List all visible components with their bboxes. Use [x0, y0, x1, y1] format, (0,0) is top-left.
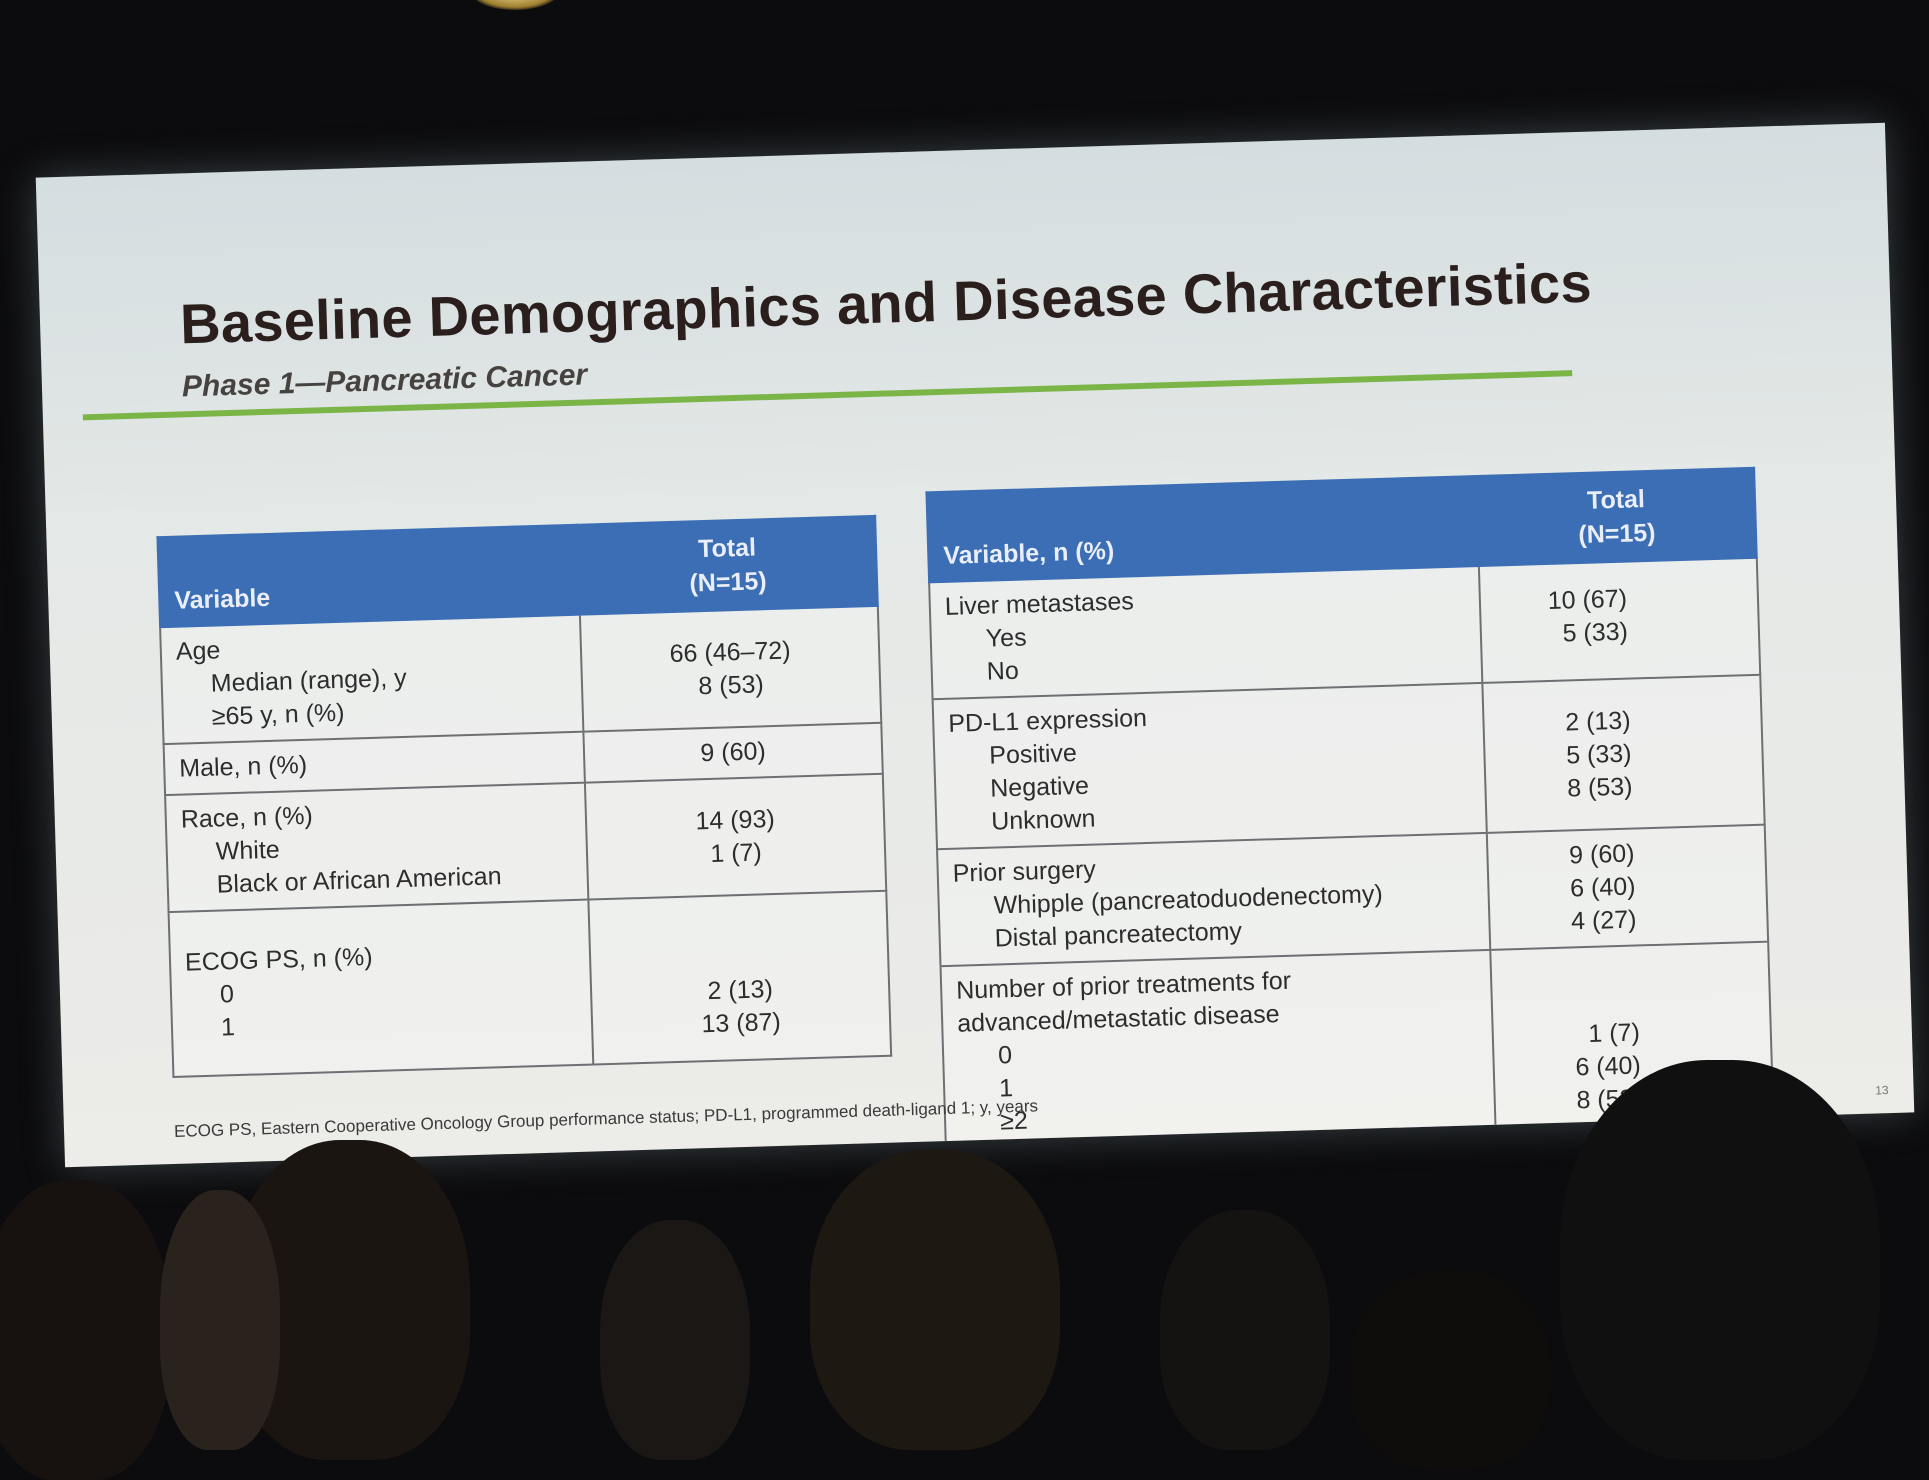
audience-head	[600, 1220, 750, 1460]
row-value: 10 (67)	[1547, 584, 1628, 615]
table-row: ECOG PS, n (%) 0 1 2 (13) 13 (87)	[168, 890, 892, 1077]
row-value-cell: 66 (46–72) 8 (53)	[579, 605, 882, 732]
row-value: 6 (40)	[1575, 1051, 1642, 1082]
row-label-cell: Age Median (range), y ≥65 y, n (%)	[160, 614, 584, 745]
table-row: Age Median (range), y ≥65 y, n (%) 66 (4…	[160, 605, 882, 745]
total-n-label: (N=15)	[689, 567, 767, 598]
slide-number: 13	[1875, 1083, 1889, 1098]
row-label-cell: Prior surgery Whipple (pancreatoduodenec…	[937, 832, 1491, 967]
row-label-cell: Race, n (%) White Black or African Ameri…	[165, 782, 589, 913]
row-value: 9 (60)	[1568, 839, 1635, 870]
slide-title: Baseline Demographics and Disease Charac…	[179, 250, 1593, 356]
audience-head	[1350, 1270, 1550, 1470]
row-value-cell: 9 (60) 6 (40) 4 (27)	[1486, 824, 1769, 950]
row-label-cell: ECOG PS, n (%) 0 1	[168, 899, 594, 1077]
row-label-cell: Liver metastases Yes No	[929, 566, 1483, 700]
audience-silhouettes	[0, 1060, 1929, 1480]
stage-light	[470, 0, 560, 10]
row-label-cell: PD-L1 expression Positive Negative Unkno…	[932, 682, 1487, 850]
row-value: 13 (87)	[701, 1007, 782, 1038]
row-value: 5 (33)	[1565, 739, 1632, 770]
audience-head	[1560, 1060, 1880, 1460]
row-value: 1 (7)	[709, 837, 763, 868]
audience-head	[160, 1190, 280, 1450]
table-row: Race, n (%) White Black or African Ameri…	[165, 773, 887, 913]
audience-head	[0, 1180, 170, 1480]
row-value: 5 (33)	[1562, 617, 1629, 648]
audience-head	[810, 1150, 1060, 1450]
disease-characteristics-table: Variable, n (%) Total (N=15) Liver metas…	[925, 466, 1775, 1151]
column-header-total: Total (N=15)	[1476, 467, 1757, 567]
column-header-total: Total (N=15)	[577, 515, 878, 615]
total-n-label: (N=15)	[1578, 518, 1656, 550]
slide-subtitle: Phase 1—Pancreatic Cancer	[181, 358, 588, 404]
row-value-cell: 2 (13) 13 (87)	[588, 890, 892, 1065]
row-value-cell: 14 (93) 1 (7)	[584, 773, 887, 900]
column-header-variable: Variable	[157, 524, 580, 628]
demographics-table: Variable Total (N=15) Age Median (range)…	[156, 514, 893, 1078]
row-value: 9 (60)	[700, 737, 767, 768]
table-row: PD-L1 expression Positive Negative Unkno…	[932, 674, 1765, 850]
audience-head	[1160, 1210, 1330, 1450]
row-value: 8 (53)	[698, 669, 765, 700]
row-value-cell: 9 (60)	[583, 722, 883, 783]
row-value: 6 (40)	[1569, 872, 1636, 903]
column-header-variable: Variable, n (%)	[926, 476, 1479, 583]
projection-screen: Baseline Demographics and Disease Charac…	[35, 122, 1915, 1168]
row-value: 2 (13)	[1564, 706, 1631, 737]
row-value: 4 (27)	[1570, 905, 1637, 936]
row-label: Male, n (%)	[178, 750, 308, 783]
row-value-cell: 10 (67) 5 (33)	[1478, 557, 1761, 683]
row-value: 1 (7)	[1587, 1018, 1641, 1048]
row-value: 8 (53)	[1566, 772, 1633, 802]
row-value-cell: 2 (13) 5 (33) 8 (53)	[1482, 674, 1765, 833]
